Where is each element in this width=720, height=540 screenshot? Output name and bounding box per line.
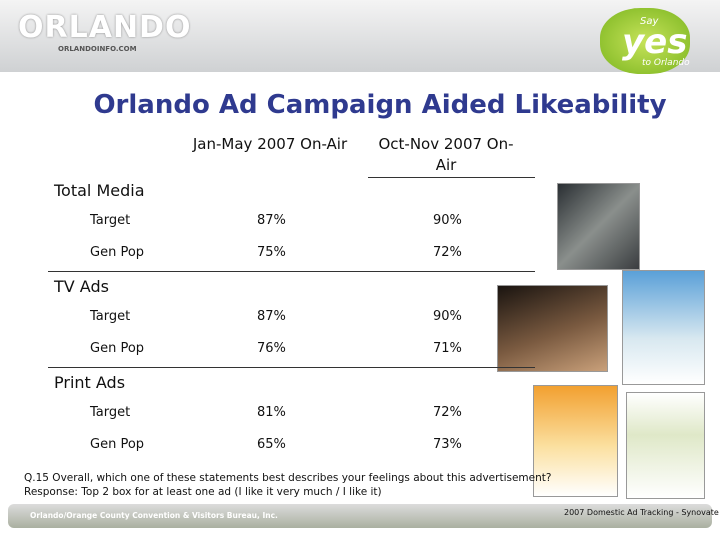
footnote: Response: Top 2 box for at least one ad … — [24, 486, 382, 498]
section-label: Total Media — [54, 181, 145, 200]
cell-value: 76% — [257, 341, 286, 356]
cell-value: 73% — [433, 437, 462, 452]
row-label: Target — [90, 405, 131, 420]
badge — [600, 8, 690, 74]
row-label: Target — [90, 213, 131, 228]
title: Orlando Ad Campaign Aided Likeability — [93, 90, 667, 120]
cell-value: 72% — [433, 245, 462, 260]
section-label: TV Ads — [54, 277, 109, 296]
cell-value: 90% — [433, 309, 462, 324]
badge-text: to Orlando — [642, 58, 690, 68]
cell-value: 72% — [433, 405, 462, 420]
row-label: Gen Pop — [90, 437, 145, 452]
cell-value: 87% — [257, 309, 286, 324]
print-ad — [622, 270, 705, 385]
logo: ORLANDO — [18, 10, 192, 45]
badge-text: Say — [640, 16, 659, 27]
cell-value: 75% — [257, 245, 286, 260]
badge-text: yes — [622, 22, 688, 62]
photo — [497, 285, 608, 372]
cell-value: 90% — [433, 213, 462, 228]
footnote: Q.15 Overall, which one of these stateme… — [24, 472, 552, 484]
rule — [368, 177, 535, 178]
photo — [557, 183, 640, 270]
section-label: Print Ads — [54, 373, 126, 392]
rule — [48, 367, 535, 368]
cell-value: 87% — [257, 213, 286, 228]
column-header: Jan-May 2007 On-Air — [192, 135, 348, 153]
cell-value: 65% — [257, 437, 286, 452]
row-label: Target — [90, 309, 131, 324]
logo-subtitle: ORLANDOINFO.COM — [58, 45, 137, 53]
print-ad — [626, 392, 705, 499]
footer-text: Orlando/Orange County Convention & Visit… — [30, 511, 278, 520]
row-label: Gen Pop — [90, 245, 145, 260]
rule — [48, 271, 535, 272]
print-ad — [533, 385, 618, 497]
footer-text: 2007 Domestic Ad Tracking - Synovate — [564, 508, 719, 517]
cell-value: 81% — [257, 405, 286, 420]
column-header: Oct-Nov 2007 On-Air — [378, 135, 514, 174]
footer-band — [8, 504, 712, 528]
row-label: Gen Pop — [90, 341, 145, 356]
cell-value: 71% — [433, 341, 462, 356]
